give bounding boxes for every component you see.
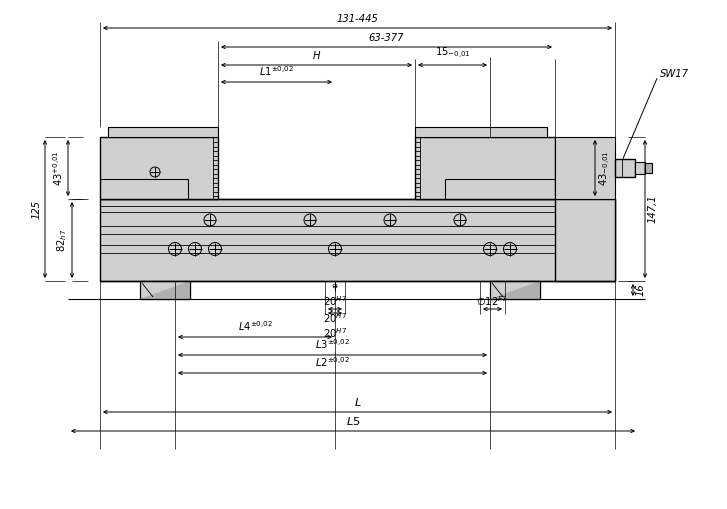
Bar xyxy=(140,281,190,299)
Text: $L3^{\pm0{,}02}$: $L3^{\pm0{,}02}$ xyxy=(315,337,350,351)
Text: H: H xyxy=(313,51,321,61)
Bar xyxy=(615,159,635,177)
Text: 147,1: 147,1 xyxy=(648,194,658,223)
Text: $20^{H7}$: $20^{H7}$ xyxy=(323,311,347,325)
Text: $L4^{\pm0{,}02}$: $L4^{\pm0{,}02}$ xyxy=(238,319,273,333)
Text: $43^{+0{,}01}$: $43^{+0{,}01}$ xyxy=(51,150,65,186)
Bar xyxy=(490,281,540,299)
Text: $20^{H7}$: $20^{H7}$ xyxy=(323,326,347,340)
Text: $L5$: $L5$ xyxy=(346,415,361,427)
Bar xyxy=(555,137,615,199)
Bar xyxy=(100,137,218,199)
Bar xyxy=(635,162,645,174)
Polygon shape xyxy=(140,281,190,299)
Text: $L2^{\pm0{,}02}$: $L2^{\pm0{,}02}$ xyxy=(315,355,350,369)
Text: $\varnothing 12^{F7}$: $\varnothing 12^{F7}$ xyxy=(476,294,507,308)
Bar xyxy=(555,199,615,281)
Text: $20^{H7}$: $20^{H7}$ xyxy=(323,294,347,308)
Text: SW17: SW17 xyxy=(660,69,689,79)
Bar xyxy=(108,127,218,137)
Text: 131-445: 131-445 xyxy=(337,14,379,24)
Text: $L1^{\pm0{,}02}$: $L1^{\pm0{,}02}$ xyxy=(259,64,294,78)
Text: 125: 125 xyxy=(32,200,42,218)
Text: 63-377: 63-377 xyxy=(369,33,404,43)
Text: $82_{h7}$: $82_{h7}$ xyxy=(55,229,69,251)
Text: $43_{-0{,}01}$: $43_{-0{,}01}$ xyxy=(598,150,613,186)
Text: $15_{-0{,}01}$: $15_{-0{,}01}$ xyxy=(435,46,470,61)
Text: $L$: $L$ xyxy=(353,396,361,408)
Bar xyxy=(100,199,615,281)
Bar xyxy=(415,137,555,199)
Bar xyxy=(415,127,547,137)
Bar xyxy=(645,163,652,173)
Polygon shape xyxy=(490,281,540,299)
Text: 16: 16 xyxy=(636,284,646,296)
